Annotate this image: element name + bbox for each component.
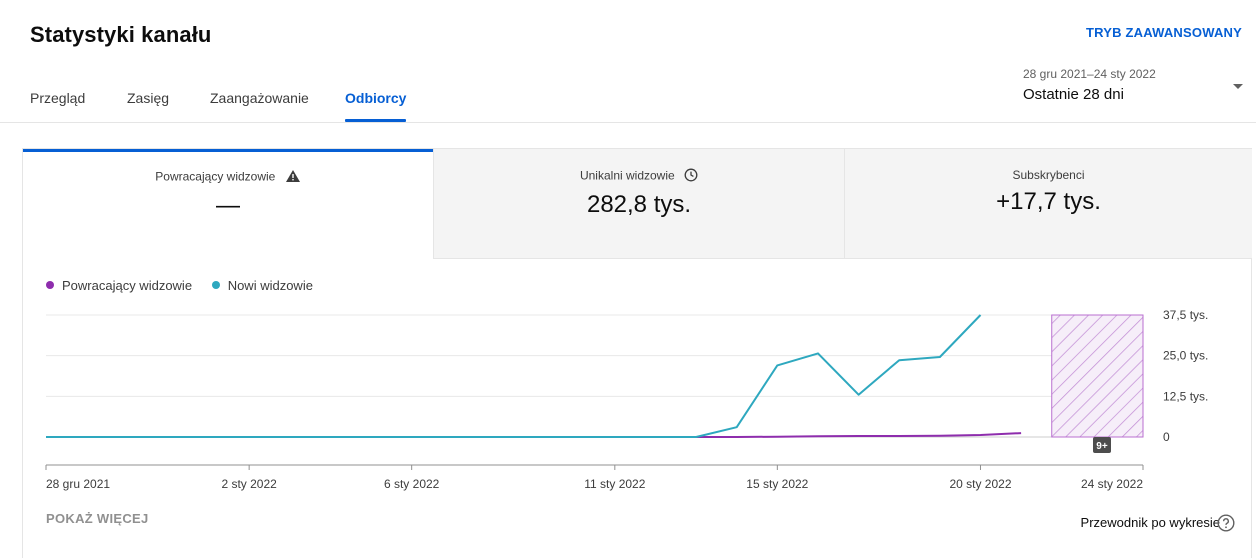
metric-subscribers[interactable]: Subskrybenci +17,7 tys. xyxy=(844,149,1252,259)
tab-overview[interactable]: Przegląd xyxy=(30,90,86,106)
tab-audience[interactable]: Odbiorcy xyxy=(345,90,407,122)
metric-value: +17,7 tys. xyxy=(996,188,1101,215)
metric-label: Unikalni widzowie xyxy=(434,168,844,185)
legend-dot xyxy=(211,281,220,289)
incomplete-data-region xyxy=(1051,314,1144,438)
metric-label: Powracający widzowie xyxy=(23,169,433,186)
x-tick-label: 28 gru 2021 xyxy=(46,477,110,491)
clock-icon xyxy=(684,168,698,185)
tab-engagement[interactable]: Zaangażowanie xyxy=(210,90,309,106)
page-title: Statystyki kanału xyxy=(30,22,212,47)
show-more-button[interactable]: POKAŻ WIĘCEJ xyxy=(46,511,149,526)
metrics-card: Powracający widzowie — Unikalni widzowie… xyxy=(22,148,1252,558)
metric-unique-viewers[interactable]: Unikalni widzowie 282,8 tys. xyxy=(433,149,844,259)
series-line-new xyxy=(46,314,982,438)
metric-value: — xyxy=(216,192,240,219)
y-tick-label: 12,5 tys. xyxy=(1163,389,1208,403)
advanced-mode-button[interactable]: TRYB ZAAWANSOWANY xyxy=(1085,25,1242,40)
x-tick-label: 24 sty 2022 xyxy=(1081,477,1143,491)
x-tick-label: 20 sty 2022 xyxy=(949,477,1011,491)
header-divider xyxy=(0,122,1256,123)
metric-label-text: Subskrybenci xyxy=(1012,168,1085,182)
caret-down-icon[interactable] xyxy=(1233,84,1243,89)
metric-value: 282,8 tys. xyxy=(586,191,692,218)
legend-label: Powracający widzowie xyxy=(62,277,193,293)
line-chart[interactable]: 37,5 tys. 25,0 tys. 12,5 tys. 0 28 gru 2021 2… xyxy=(0,300,1256,500)
incomplete-badge-label: 9+ xyxy=(1096,441,1108,452)
tab-reach[interactable]: Zasięg xyxy=(127,90,170,106)
help-icon[interactable] xyxy=(1217,514,1235,537)
x-tick-label: 6 sty 2022 xyxy=(384,477,440,491)
chart-legend: Powracający widzowie Nowi widzowie xyxy=(46,277,329,293)
warning-icon xyxy=(285,169,301,186)
date-range-label: Ostatnie 28 dni xyxy=(1023,86,1124,103)
date-range-selector[interactable]: 28 gru 2021–24 sty 2022 Ostatnie 28 dni xyxy=(1023,67,1245,103)
metric-label-text: Powracający widzowie xyxy=(155,169,276,184)
y-tick-label: 0 xyxy=(1163,430,1170,444)
legend-item-returning[interactable]: Powracający widzowie xyxy=(46,278,192,293)
x-tick-label: 11 sty 2022 xyxy=(584,477,645,491)
legend-item-new[interactable]: Nowi widzowie xyxy=(211,277,313,293)
y-tick-label: 37,5 tys. xyxy=(1163,308,1208,322)
metric-returning-viewers[interactable]: Powracający widzowie — xyxy=(23,149,433,259)
date-range-dates: 28 gru 2021–24 sty 2022 xyxy=(1023,67,1156,81)
legend-label: Nowi widzowie xyxy=(227,277,313,293)
y-tick-label: 25,0 tys. xyxy=(1163,349,1208,363)
x-tick-label: 2 sty 2022 xyxy=(221,477,277,491)
metric-label-text: Unikalni widzowie xyxy=(579,168,675,183)
legend-dot xyxy=(46,281,54,289)
chart-guide-link[interactable]: Przewodnik po wykresie xyxy=(1080,515,1220,530)
incomplete-badge xyxy=(1093,437,1111,453)
x-tick-label: 15 sty 2022 xyxy=(746,477,808,491)
metric-label: Subskrybenci xyxy=(845,168,1252,182)
